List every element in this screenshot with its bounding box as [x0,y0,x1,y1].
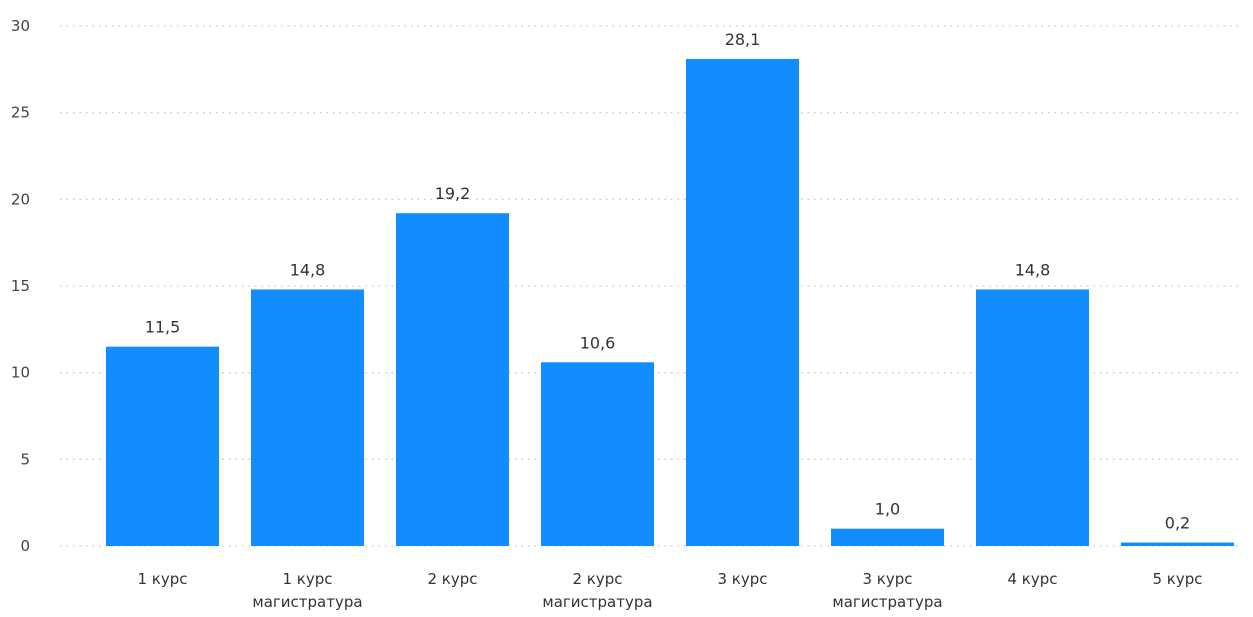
category-label: 1 курс [137,570,187,588]
data-label: 11,5 [145,318,181,337]
y-axis-tick-labels: 0 5 10 15 20 25 30 [11,17,30,555]
y-tick-label: 25 [11,104,30,122]
data-label: 10,6 [580,333,616,352]
data-label: 0,2 [1165,514,1190,533]
bars [106,58,1234,546]
data-label: 1,0 [875,500,900,519]
bar [976,289,1089,546]
y-tick-label: 30 [11,17,30,35]
category-label: 1 курс магистратура [252,570,362,611]
category-label: 2 курс [427,570,477,588]
y-tick-label: 15 [11,277,30,295]
bar [396,213,509,546]
bar [541,362,654,546]
y-tick-label: 10 [11,364,30,382]
bar [686,58,799,546]
y-tick-label: 20 [11,190,30,208]
data-label: 19,2 [435,184,471,203]
bar [106,346,219,546]
data-label: 14,8 [1015,260,1051,279]
data-label: 14,8 [290,260,326,279]
bar [1121,542,1234,546]
category-label: 5 курс [1152,570,1202,588]
bar [831,528,944,546]
data-labels: 11,5 14,8 19,2 10,6 28,1 1,0 14,8 0,2 [145,30,1191,533]
category-label: 4 курс [1007,570,1057,588]
y-tick-label: 0 [20,537,30,555]
category-label: 2 курс магистратура [542,570,652,611]
y-tick-label: 5 [20,450,30,468]
data-label: 28,1 [725,30,761,49]
category-label: 3 курс магистратура [832,570,942,611]
category-label: 3 курс [717,570,767,588]
bar [251,289,364,546]
x-axis-category-labels: 1 курс 1 курс магистратура 2 курс 2 курс маги… [137,570,1202,611]
